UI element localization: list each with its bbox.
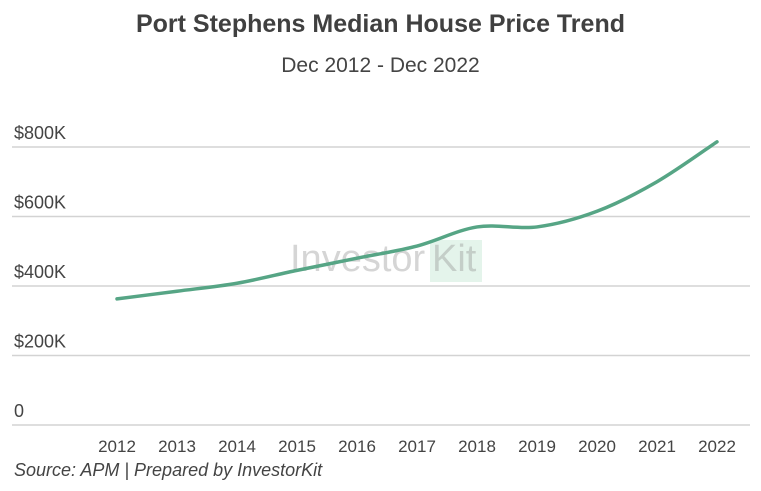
source-note: Source: APM | Prepared by InvestorKit [14,460,323,480]
x-tick-label: 2022 [698,437,736,456]
series-layer [115,140,719,301]
investorkit-watermark: Investor Kit [290,238,482,282]
x-tick-label: 2013 [158,437,196,456]
y-tick-label: $800K [14,123,66,143]
x-tick-label: 2015 [278,437,316,456]
x-axis-tick-labels: 2012 2013 2014 2015 2016 2017 2018 2019 2020 2021… [98,437,736,456]
x-tick-label: 2018 [458,437,496,456]
x-tick-label: 2020 [578,437,616,456]
series-line-0 [115,140,719,301]
watermark-text-kit: Kit [432,238,477,280]
x-tick-label: 2021 [638,437,676,456]
y-tick-label: $200K [14,332,66,352]
x-tick-label: 2014 [218,437,256,456]
x-tick-label: 2016 [338,437,376,456]
y-tick-label: 0 [14,401,24,421]
x-tick-label: 2019 [518,437,556,456]
gridlines [12,146,750,426]
y-tick-label: $400K [14,262,66,282]
chart-title: Port Stephens Median House Price Trend [135,10,625,38]
chart-subtitle: Dec 2012 - Dec 2022 [281,54,480,77]
watermark-box [430,240,482,282]
y-tick-label: $600K [14,193,66,213]
x-tick-label: 2012 [98,437,136,456]
y-axis-tick-labels: 0 $200K $400K $600K $800K [14,123,66,421]
x-tick-label: 2017 [398,437,436,456]
